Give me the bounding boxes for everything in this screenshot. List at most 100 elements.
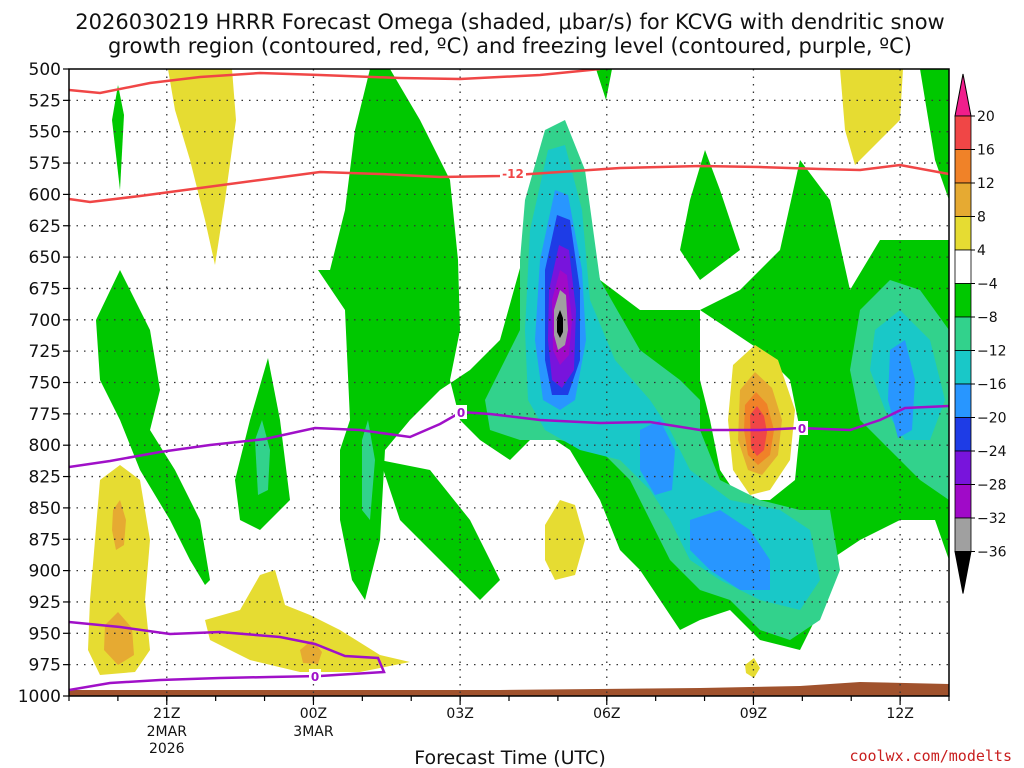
x-tick-label: 06Z bbox=[593, 706, 620, 722]
x-tick-label: 03Z bbox=[446, 706, 473, 722]
colorbar-segment bbox=[954, 316, 972, 351]
terrain-ground bbox=[69, 682, 949, 696]
freezing-contour-label-2: 0 bbox=[798, 422, 806, 436]
y-tick-label: 900 bbox=[29, 562, 61, 582]
colorbar-label: −24 bbox=[977, 444, 1007, 460]
freezing-contour-label-3: 0 bbox=[311, 670, 319, 684]
colorbar-segment bbox=[954, 450, 972, 485]
colorbar-label: −4 bbox=[977, 277, 998, 293]
y-tick-label: 800 bbox=[29, 436, 61, 456]
yellow-region-top-left bbox=[168, 69, 236, 265]
y-tick-label: 675 bbox=[29, 279, 61, 299]
colorbar-label: −36 bbox=[977, 545, 1007, 561]
y-tick-label: 600 bbox=[29, 185, 61, 205]
yellow-region-bottom bbox=[205, 570, 410, 672]
yellow-region-center-small bbox=[545, 500, 585, 580]
yellow-region-left bbox=[88, 465, 150, 675]
orange-region-left-upper bbox=[112, 500, 126, 550]
dendritic-contour-upper bbox=[69, 69, 601, 95]
colorbar-label: −32 bbox=[977, 511, 1007, 527]
y-tick-label: 950 bbox=[29, 624, 61, 644]
y-axis: 500 525 550 575 600 625 650 675 700 725 750 775 800 8… bbox=[18, 60, 69, 707]
freezing-contour-label-1: 0 bbox=[457, 406, 465, 420]
y-tick-label: 500 bbox=[29, 60, 61, 80]
x-tick-label: 09Z bbox=[740, 706, 767, 722]
orange-region-bottom bbox=[300, 640, 322, 664]
y-tick-label: 975 bbox=[29, 656, 61, 676]
freezing-label-bg-1 bbox=[455, 405, 467, 419]
x-axis-title: Forecast Time (UTC) bbox=[414, 747, 605, 768]
colorbar-label: 4 bbox=[977, 243, 986, 259]
y-tick-label: 875 bbox=[29, 530, 61, 550]
blue-region-lower-left bbox=[640, 420, 675, 495]
green-region-lower bbox=[380, 460, 500, 600]
plot-area bbox=[69, 69, 949, 696]
x-tick-date: 2MAR bbox=[147, 724, 188, 740]
colorbar-segment bbox=[954, 249, 972, 284]
yellow-region-top-right bbox=[840, 69, 903, 165]
colorbar-top-arrow bbox=[954, 73, 972, 117]
y-tick-label: 850 bbox=[29, 499, 61, 519]
credit-text: coolwx.com/modelts bbox=[849, 747, 1012, 765]
colorbar-segment bbox=[954, 283, 972, 318]
x-tick-label: 21Z bbox=[153, 706, 180, 722]
cyan-region-main bbox=[525, 145, 820, 610]
freezing-contour-main bbox=[69, 404, 949, 469]
y-tick-label: 775 bbox=[29, 405, 61, 425]
green-region-left-lobe bbox=[96, 270, 210, 585]
freezing-label-bg-2 bbox=[796, 421, 808, 435]
dendritic-label-bg bbox=[500, 166, 526, 180]
y-tick-label: 825 bbox=[29, 468, 61, 488]
colorbar-label: 12 bbox=[977, 176, 995, 192]
colorbar-segment bbox=[954, 383, 972, 418]
green-region-right-upper bbox=[920, 69, 949, 200]
colorbar-label: 20 bbox=[977, 109, 995, 125]
x-tick-date: 3MAR bbox=[293, 724, 334, 740]
colorbar-segment bbox=[954, 216, 972, 251]
green-region-mid-connector bbox=[680, 150, 740, 280]
chart-title-line-1: 2026030219 HRRR Forecast Omega (shaded, … bbox=[75, 10, 944, 34]
x-tick-year: 2026 bbox=[149, 741, 185, 757]
colorbar-bottom-arrow bbox=[954, 551, 972, 594]
y-tick-label: 625 bbox=[29, 217, 61, 237]
x-tick-label: 00Z bbox=[300, 706, 327, 722]
dendritic-contour-label: -12 bbox=[502, 167, 524, 181]
contour-labels: -12 0 0 0 bbox=[309, 166, 808, 684]
colorbar-label: −20 bbox=[977, 411, 1007, 427]
freezing-contour-low bbox=[69, 620, 386, 692]
teal-region-center-stalk bbox=[362, 420, 375, 520]
green-region-left-spike bbox=[112, 85, 124, 190]
colorbar-segment bbox=[954, 182, 972, 217]
colorbar: 20 16 12 8 4 −4 −8 −12 −16 −20 −24 −28 −32 −36 bbox=[954, 73, 1007, 594]
chart-title-line-2: growth region (contoured, red, ºC) and f… bbox=[108, 34, 912, 58]
colorbar-segment bbox=[954, 484, 972, 519]
y-tick-label: 750 bbox=[29, 374, 61, 394]
omega-black-core bbox=[557, 310, 563, 338]
colorbar-label: 16 bbox=[977, 143, 995, 159]
y-tick-label: 650 bbox=[29, 248, 61, 268]
y-tick-label: 1000 bbox=[18, 687, 61, 707]
colorbar-segment bbox=[954, 417, 972, 452]
colorbar-segment bbox=[954, 517, 972, 552]
colorbar-segment bbox=[954, 115, 972, 150]
colorbar-label: −16 bbox=[977, 377, 1007, 393]
colorbar-label: −12 bbox=[977, 344, 1007, 360]
y-tick-label: 925 bbox=[29, 593, 61, 613]
x-tick-label: 12Z bbox=[886, 706, 913, 722]
y-tick-label: 575 bbox=[29, 154, 61, 174]
yellow-region-tiny bbox=[745, 658, 760, 678]
colorbar-segment bbox=[954, 350, 972, 385]
colorbar-label: −28 bbox=[977, 478, 1007, 494]
blue-region-lower-right bbox=[690, 510, 770, 590]
y-tick-label: 725 bbox=[29, 342, 61, 362]
colorbar-segment bbox=[954, 149, 972, 184]
colorbar-label: 8 bbox=[977, 210, 986, 226]
y-tick-label: 700 bbox=[29, 311, 61, 331]
colorbar-label: −8 bbox=[977, 310, 998, 326]
y-tick-label: 550 bbox=[29, 123, 61, 143]
freezing-label-bg-3 bbox=[309, 669, 321, 683]
freezing-contours bbox=[69, 404, 949, 692]
green-region-top-spike bbox=[596, 69, 612, 100]
